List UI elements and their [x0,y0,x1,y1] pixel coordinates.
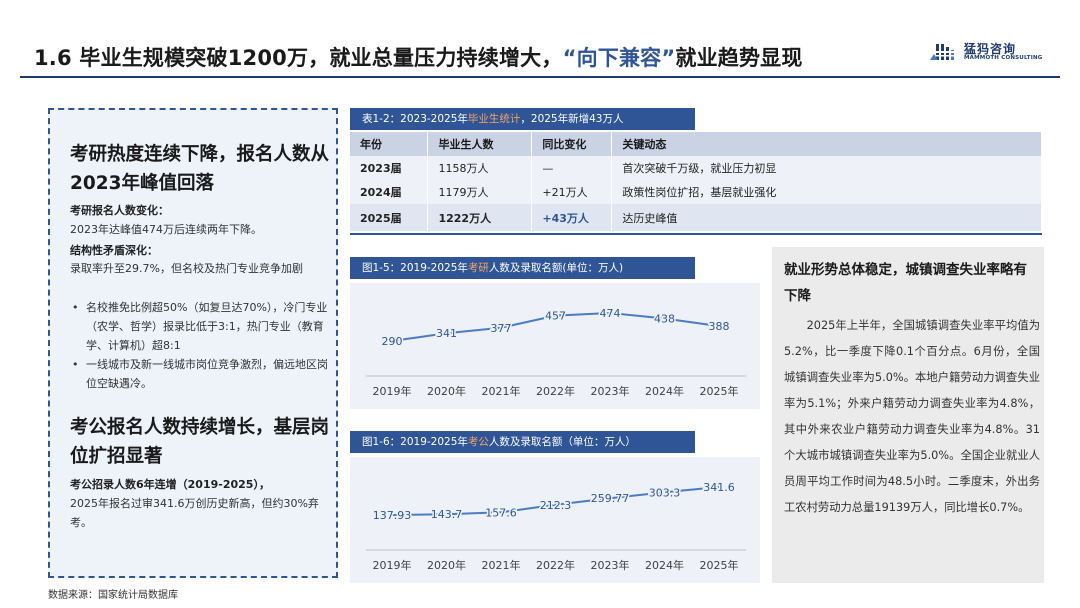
table-row: 2023届 1158万人 — 首次突破千万级，就业压力初显 [350,156,1042,180]
cell-dynamics: 政策性岗位扩招，基层就业强化 [611,180,1042,204]
data-source: 数据来源：国家统计局数据库 [48,590,178,601]
page-title: 1.6 毕业生规模突破1200万，就业总量压力持续增大，“向下兼容”就业趋势显现 [34,42,803,72]
x-tick-label: 2023年 [591,384,630,398]
kaogong-chart: 137.93 2019年 143.7 2020年 157.6 2021年 212.3 2022… [350,457,760,583]
table-caption-highlight: 毕业生统计 [467,113,521,125]
mammoth-logo-icon [930,44,960,60]
cell-dynamics: 首次突破千万级，就业压力初显 [611,156,1042,180]
left-panel: 考研热度连续下降，报名人数从2023年峰值回落 考研报名人数变化： 2023年达… [48,108,338,578]
x-tick-label: 2024年 [645,558,684,572]
cell-graduates: 1179万人 [427,180,533,204]
data-label: 137.93 [373,509,412,522]
data-label: 303.3 [649,486,681,499]
structure-bullet-list: • 名校推免比例超50%（如复旦达70%），冷门专业（农学、哲学）报录比低于3:1… [72,298,330,393]
chart2-caption-part-1: 图1-6：2019-2025年 [362,436,468,448]
data-label: 388 [709,320,730,333]
employment-heading: 就业形势总体稳定，城镇调查失业率略有下降 [784,262,1027,304]
list-item: • 名校推免比例超50%（如复旦达70%），冷门专业（农学、哲学）报录比低于3:1… [72,298,330,355]
x-tick-label: 2020年 [427,384,466,398]
table-bottom-rule [350,233,1042,235]
chart2-caption: 图1-6：2019-2025年考公人数及录取名额（单位：万人） [350,431,695,453]
table-row: 2024届 1179万人 +21万人 政策性岗位扩招，基层就业强化 [350,180,1042,204]
column-header-graduates: 毕业生人数 [427,132,533,156]
x-tick-label: 2022年 [536,384,575,398]
data-label: 377 [491,322,512,335]
kaogong-text: 2025年报名过审341.6万创历史新高，但约30%弃考。 [70,497,319,529]
bullet-text: 一线城市及新一线城市岗位竞争激烈，偏远地区岗位空缺遇冷。 [86,358,328,390]
x-tick-label: 2020年 [427,558,466,572]
cell-change: — [531,156,613,180]
x-tick-label: 2021年 [482,558,521,572]
series-line [391,486,720,516]
column-header-dynamics: 关键动态 [611,132,1042,156]
logo-text-cn: 猛犸咨询 [964,42,1017,56]
data-label: 474 [600,307,621,320]
data-label: 341 [436,327,457,340]
title-divider [20,76,1060,78]
structure-subheading: 结构性矛盾深化： [70,244,158,257]
cell-change: +21万人 [531,180,613,204]
x-tick-label: 2021年 [482,384,521,398]
column-header-year: 年份 [350,132,429,156]
cell-year: 2025届 [350,204,429,231]
data-label: 438 [654,312,675,325]
kaogong-subheading: 考公招录人数6年连增（2019-2025）， [70,478,270,491]
table-caption-part-2: ，2025年新增43万人 [520,113,624,125]
chart1-caption-highlight: 考研 [467,262,489,274]
bullet-icon: • [72,358,79,371]
table-caption: 表1-2：2023-2025年毕业生统计，2025年新增43万人 [350,108,695,130]
structure-text: 录取率升至29.7%，但名校及热门专业竞争加剧 [70,262,303,275]
kaogong-heading: 考公报名人数持续增长，基层岗位扩招显著 [70,417,330,467]
x-tick-label: 2024年 [645,384,684,398]
kaoyan-text: 2023年达峰值474万后连续两年下降。 [70,223,262,236]
cell-graduates: 1158万人 [427,156,533,180]
bullet-text: 名校推免比例超50%（如复旦达70%），冷门专业（农学、哲学）报录比低于3:1，… [86,301,328,352]
data-label: 457 [545,310,566,323]
column-header-change: 同比变化 [531,132,613,156]
chart1-caption-part-1: 图1-5：2019-2025年 [362,262,468,274]
kaoyan-line-chart: 290 2019年 341 2020年 377 2021年 457 2022年 474 2023年… [366,306,746,398]
title-part-1: 1.6 毕业生规模突破1200万，就业总量压力持续增大， [34,46,563,70]
table-row: 2025届 1222万人 +43万人 达历史峰值 [350,204,1042,231]
graduates-table: 年份 毕业生人数 同比变化 关键动态 2023届 1158万人 — 首次突破千万… [350,132,1042,231]
cell-dynamics: 达历史峰值 [611,204,1042,231]
x-tick-label: 2025年 [700,384,739,398]
logo-text-en: MAMMOTH CONSULTING [964,55,1043,61]
bullet-icon: • [72,301,79,314]
company-logo: 猛犸咨询 MAMMOTH CONSULTING [930,40,1042,66]
title-highlight: “向下兼容” [562,46,676,70]
x-tick-label: 2019年 [373,558,412,572]
x-tick-label: 2025年 [700,558,739,572]
chart2-caption-part-2: 人数及录取名额（单位：万人） [488,436,636,448]
chart1-caption-part-2: 人数及录取名额(单位：万人) [488,262,624,274]
data-label: 341.6 [703,481,735,494]
chart1-caption: 图1-5：2019-2025年考研人数及录取名额(单位：万人) [350,257,695,279]
data-label: 259.77 [591,492,630,505]
cell-graduates: 1222万人 [427,204,533,231]
employment-body: 2025年上半年，全国城镇调查失业率平均值为5.2%，比一季度下降0.1个百分点… [784,319,1040,514]
data-label: 212.3 [540,499,572,512]
cell-year: 2023届 [350,156,429,180]
cell-change: +43万人 [531,204,613,231]
data-label: 290 [382,335,403,348]
title-part-2: 就业趋势显现 [675,46,803,70]
kaoyan-subheading: 考研报名人数变化： [70,204,169,217]
right-panel: 就业形势总体稳定，城镇调查失业率略有下降 2025年上半年，全国城镇调查失业率平… [772,247,1044,583]
kaoyan-heading: 考研热度连续下降，报名人数从2023年峰值回落 [70,144,330,194]
x-tick-label: 2022年 [536,558,575,572]
x-tick-label: 2019年 [373,384,412,398]
series-line [391,311,720,342]
table-header-row: 年份 毕业生人数 同比变化 关键动态 [350,132,1042,156]
cell-year: 2024届 [350,180,429,204]
x-tick-label: 2023年 [591,558,630,572]
kaoyan-chart: 290 2019年 341 2020年 377 2021年 457 2022年 474 2023年… [350,283,760,409]
kaogong-line-chart: 137.93 2019年 143.7 2020年 157.6 2021年 212.3 2022… [366,480,746,572]
chart2-caption-highlight: 考公 [467,436,489,448]
data-label: 143.7 [431,508,463,521]
data-label: 157.6 [485,506,517,519]
list-item: • 一线城市及新一线城市岗位竞争激烈，偏远地区岗位空缺遇冷。 [72,355,330,393]
table-caption-part-1: 表1-2：2023-2025年 [362,113,468,125]
